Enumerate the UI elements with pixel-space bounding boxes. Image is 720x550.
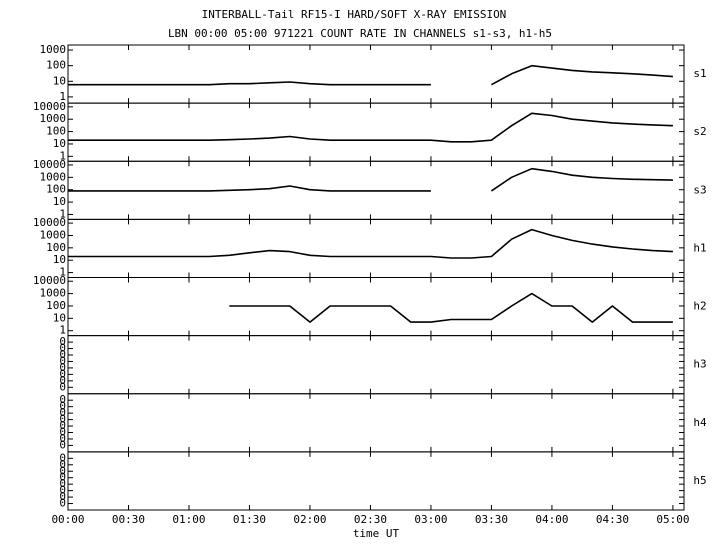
y-tick-label: 0 [59, 374, 66, 387]
data-line [68, 167, 673, 192]
panel-frame [67, 393, 685, 453]
y-tick-label: 0 [59, 361, 66, 374]
x-tick-label: 02:30 [354, 513, 387, 526]
y-tick-label: 0 [59, 497, 66, 510]
y-tick-label: 0 [59, 380, 66, 393]
y-tick-label: 100 [46, 59, 66, 72]
y-tick-label: 0 [59, 348, 66, 361]
x-tick-label: 00:00 [51, 513, 84, 526]
y-tick-label: 0 [59, 400, 66, 413]
y-tick-label: 10000 [33, 100, 66, 113]
chart-title: INTERBALL-Tail RF15-I HARD/SOFT X-RAY EM… [202, 8, 507, 21]
y-tick-label: 0 [59, 342, 66, 355]
data-line [229, 292, 673, 323]
y-tick-label: 1000 [40, 170, 67, 183]
x-tick-label: 04:00 [535, 513, 568, 526]
y-tick-label: 10 [53, 253, 66, 266]
y-tick-label: 0 [59, 464, 66, 477]
y-tick-label: 1 [59, 149, 66, 162]
panel-label: h4 [693, 416, 707, 429]
panel-frame [67, 218, 685, 278]
y-tick-label: 0 [59, 426, 66, 439]
panel-frame [67, 44, 685, 104]
x-tick-label: 01:00 [172, 513, 205, 526]
x-tick-label: 00:30 [112, 513, 145, 526]
y-tick-label: 0 [59, 477, 66, 490]
y-tick-label: 0 [59, 471, 66, 484]
y-tick-label: 0 [59, 451, 66, 464]
y-tick-label: 0 [59, 335, 66, 348]
y-tick-label: 10 [53, 74, 66, 87]
panel-frame [67, 102, 685, 162]
panel-label: h5 [693, 474, 706, 487]
y-tick-label: 10000 [33, 274, 66, 287]
y-tick-label: 1000 [40, 287, 67, 300]
panel-label: s3 [693, 183, 706, 196]
y-tick-label: 10000 [33, 216, 66, 229]
x-axis-label: time UT [353, 527, 400, 540]
panel-label: s2 [693, 125, 706, 138]
y-tick-label: 100 [46, 299, 66, 312]
y-tick-label: 1 [59, 324, 66, 337]
panel-label: h2 [693, 300, 706, 313]
y-tick-label: 0 [59, 354, 66, 367]
y-tick-label: 1 [59, 90, 66, 103]
y-tick-label: 0 [59, 490, 66, 503]
y-tick-label: 100 [46, 241, 66, 254]
data-line [68, 228, 673, 259]
y-tick-label: 1000 [40, 43, 67, 56]
x-tick-label: 02:00 [293, 513, 326, 526]
y-tick-label: 0 [59, 438, 66, 451]
panel-label: s1 [693, 67, 706, 80]
x-tick-label: 03:30 [475, 513, 508, 526]
panel-label: h3 [693, 358, 706, 371]
x-tick-label: 05:00 [656, 513, 689, 526]
panel-frame [67, 335, 685, 395]
y-tick-label: 0 [59, 367, 66, 380]
y-tick-label: 10 [53, 137, 66, 150]
chart-subtitle: LBN 00:00 05:00 971221 COUNT RATE IN CHA… [168, 27, 552, 40]
x-tick-label: 03:00 [414, 513, 447, 526]
y-tick-label: 0 [59, 419, 66, 432]
y-tick-label: 10 [53, 195, 66, 208]
y-tick-label: 1000 [40, 112, 67, 125]
data-line [68, 64, 673, 86]
y-tick-label: 0 [59, 484, 66, 497]
y-tick-label: 100 [46, 125, 66, 138]
y-tick-label: 1000 [40, 228, 67, 241]
data-line [68, 112, 673, 143]
y-tick-label: 0 [59, 393, 66, 406]
x-tick-label: 04:30 [596, 513, 629, 526]
y-tick-label: 0 [59, 406, 66, 419]
panel-frame [67, 451, 685, 511]
y-tick-label: 100 [46, 183, 66, 196]
y-tick-label: 1 [59, 207, 66, 220]
y-tick-label: 10000 [33, 158, 66, 171]
y-tick-label: 0 [59, 413, 66, 426]
y-tick-label: 1 [59, 266, 66, 279]
y-tick-label: 0 [59, 458, 66, 471]
panel-label: h1 [693, 241, 706, 254]
y-tick-label: 10 [53, 311, 66, 324]
x-tick-label: 01:30 [233, 513, 266, 526]
y-tick-label: 0 [59, 432, 66, 445]
